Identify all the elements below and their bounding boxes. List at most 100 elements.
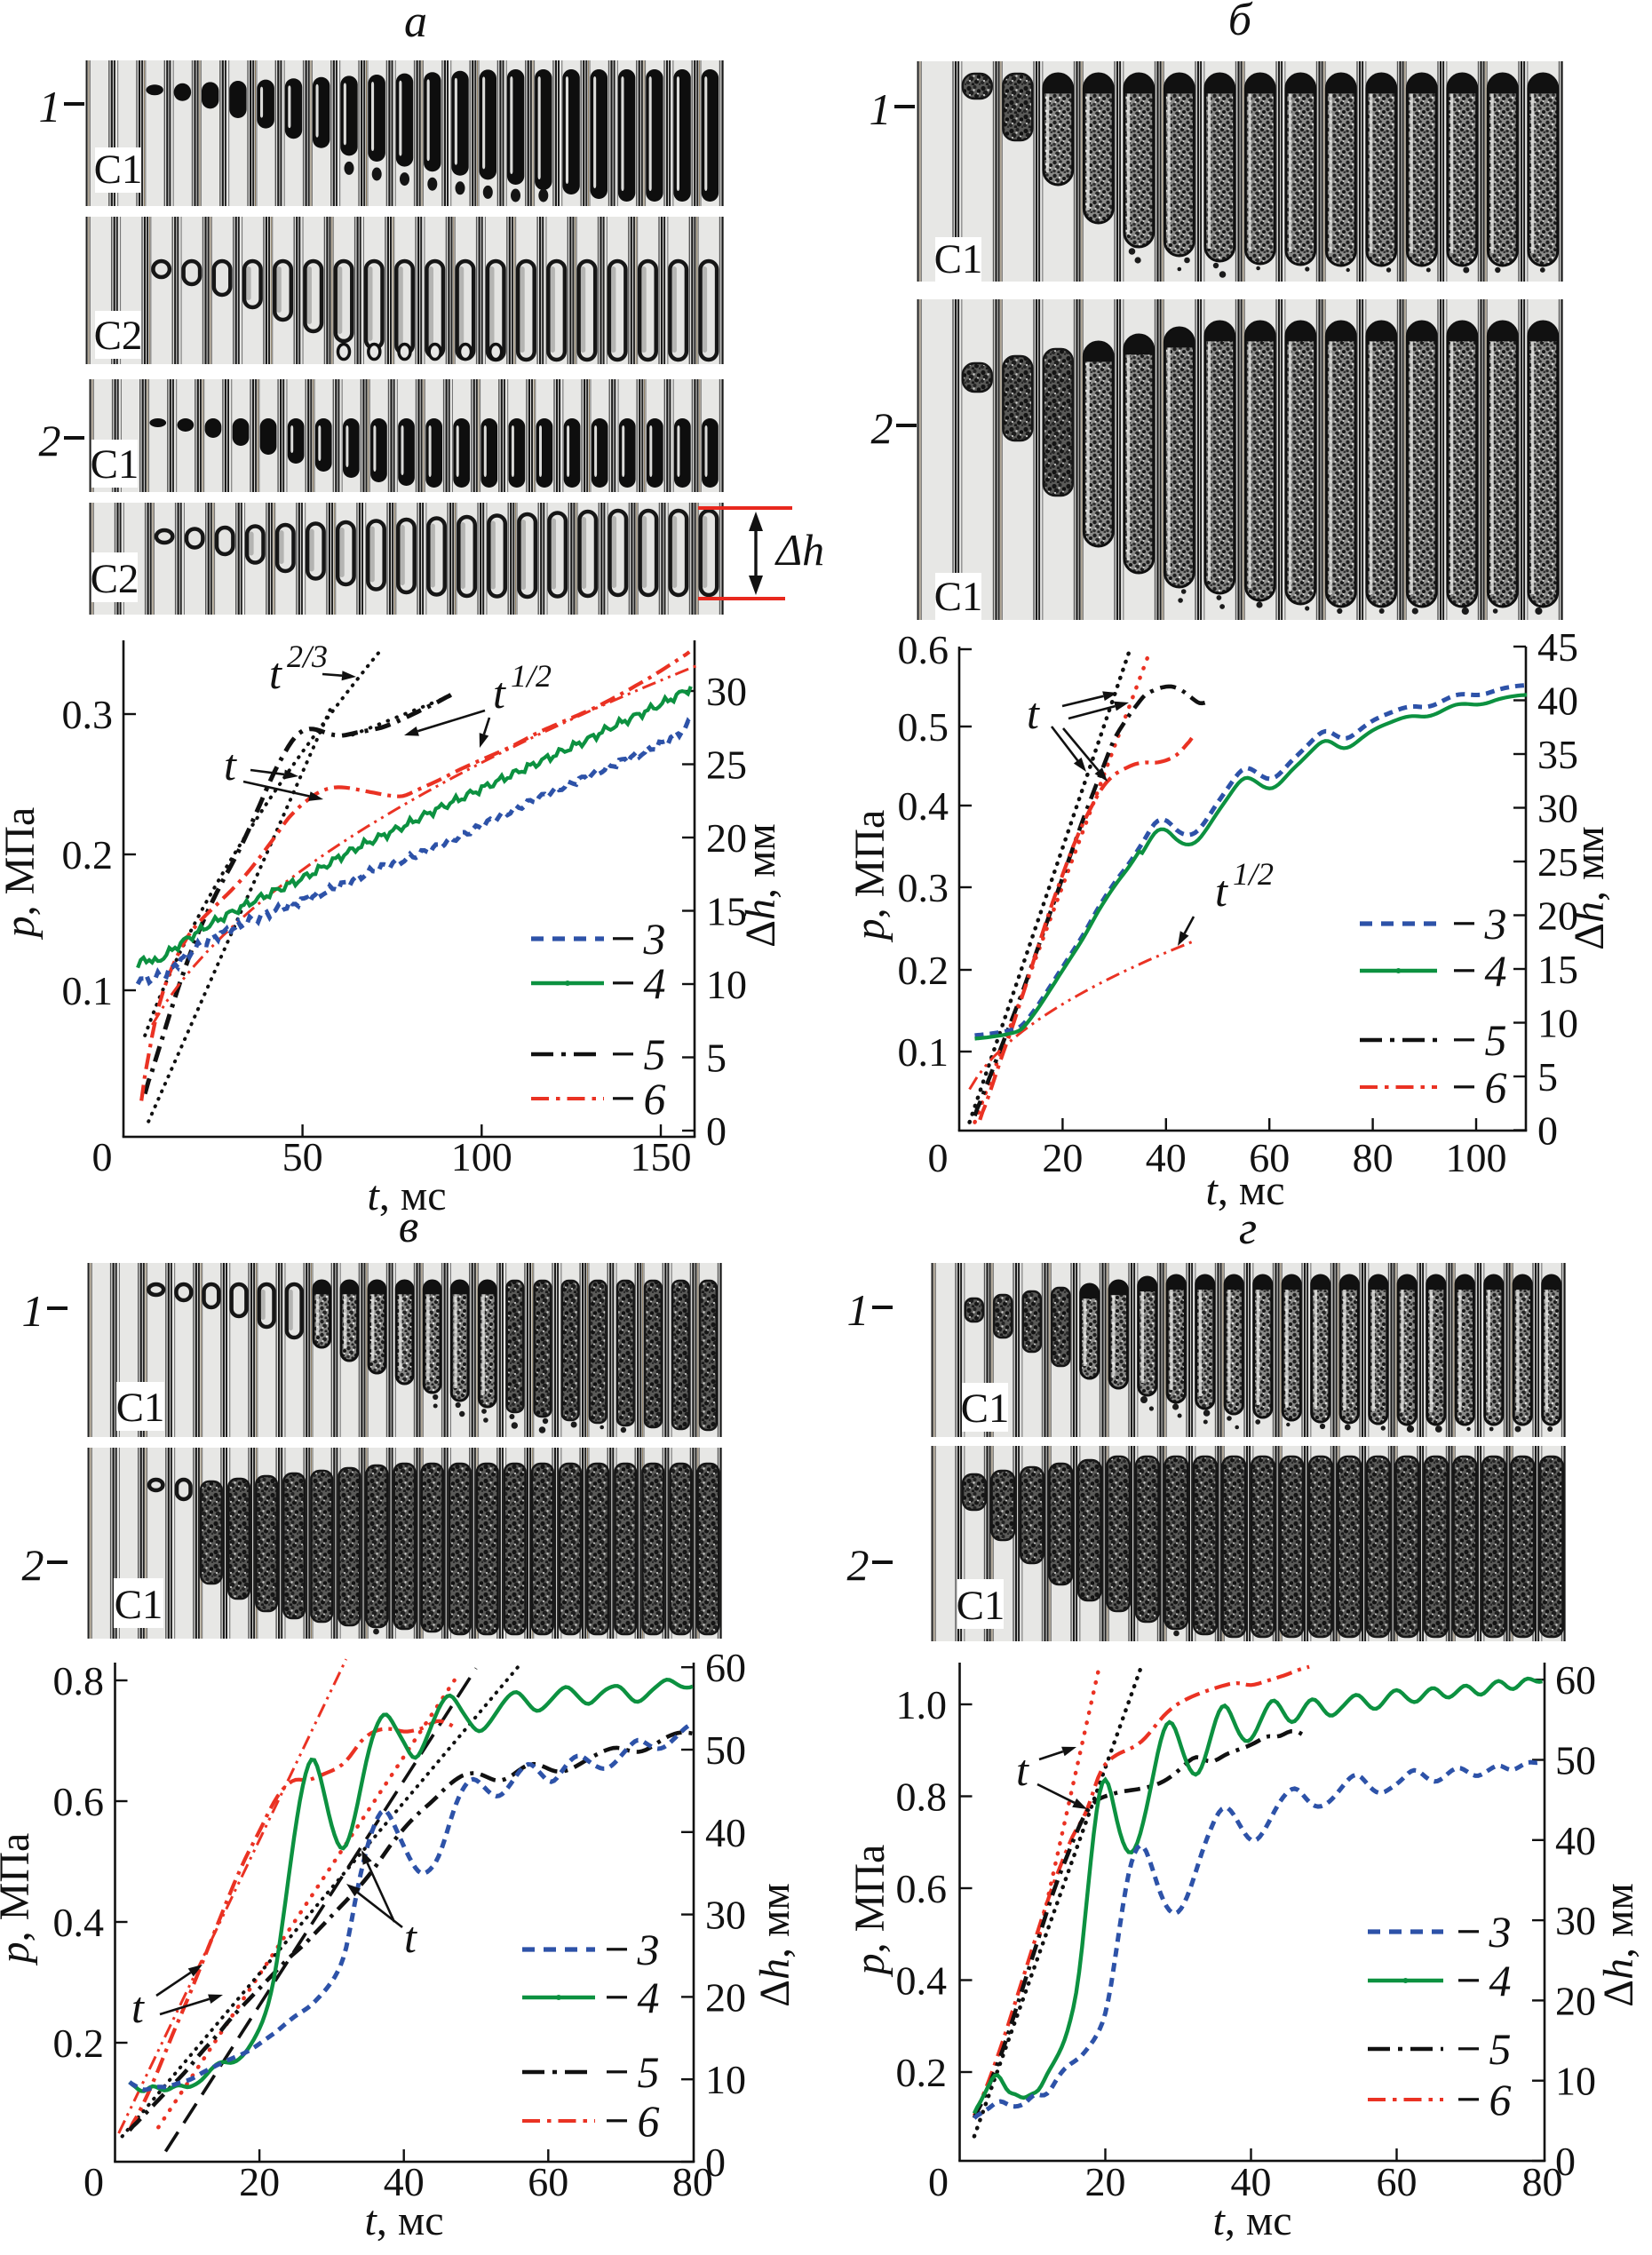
svg-text:г: г — [1239, 1203, 1257, 1254]
svg-text:0.1: 0.1 — [898, 1029, 949, 1075]
svg-text:0: 0 — [1555, 2139, 1576, 2184]
svg-text:6: 6 — [1489, 2075, 1512, 2124]
svg-text:0.8: 0.8 — [896, 1775, 948, 1820]
svg-text:t: t — [1016, 1745, 1029, 1795]
svg-text:40: 40 — [384, 2159, 425, 2204]
svg-text:t: t — [269, 648, 282, 698]
svg-text:20: 20 — [1085, 2159, 1126, 2204]
svg-text:20: 20 — [706, 815, 747, 861]
svg-text:C1: C1 — [934, 574, 983, 620]
svg-text:2: 2 — [847, 1540, 870, 1590]
svg-text:t: t — [404, 1912, 417, 1962]
svg-text:2: 2 — [22, 1540, 44, 1590]
svg-text:20: 20 — [1042, 1135, 1083, 1180]
svg-text:2: 2 — [39, 416, 61, 465]
svg-text:80: 80 — [1353, 1135, 1394, 1180]
svg-text:1/2: 1/2 — [511, 658, 552, 694]
svg-text:Δh, мм: Δh, мм — [1566, 826, 1613, 950]
svg-text:80: 80 — [672, 2159, 713, 2204]
svg-text:1: 1 — [847, 1285, 870, 1335]
svg-text:C1: C1 — [934, 236, 983, 282]
svg-text:0: 0 — [1537, 1108, 1558, 1154]
svg-text:0: 0 — [706, 1108, 727, 1154]
svg-text:35: 35 — [1537, 732, 1578, 777]
svg-text:p, МПа: p, МПа — [846, 810, 894, 943]
svg-text:15: 15 — [1537, 947, 1578, 992]
svg-text:0.8: 0.8 — [53, 1658, 105, 1703]
svg-text:p, МПа: p, МПа — [0, 1833, 38, 1966]
svg-text:C2: C2 — [94, 313, 143, 359]
svg-text:0.2: 0.2 — [62, 832, 114, 877]
svg-text:t: t — [1027, 688, 1040, 738]
svg-text:60: 60 — [1555, 1657, 1596, 1703]
svg-text:0: 0 — [83, 2159, 104, 2204]
svg-text:100: 100 — [1446, 1135, 1507, 1180]
svg-text:4: 4 — [644, 958, 666, 1008]
svg-text:Δh: Δh — [774, 525, 824, 575]
svg-text:C1: C1 — [115, 1582, 163, 1628]
svg-text:t: t — [493, 668, 506, 718]
svg-text:10: 10 — [705, 2057, 746, 2102]
svg-text:60: 60 — [1249, 1135, 1290, 1180]
svg-text:5: 5 — [638, 2047, 660, 2097]
svg-text:0.1: 0.1 — [62, 968, 114, 1013]
svg-text:0.2: 0.2 — [898, 948, 949, 993]
svg-text:0.6: 0.6 — [53, 1779, 105, 1824]
svg-text:0.3: 0.3 — [898, 865, 949, 910]
svg-text:Δh, мм: Δh, мм — [1595, 1883, 1642, 2007]
svg-text:4: 4 — [1485, 946, 1507, 996]
svg-text:4: 4 — [638, 1973, 660, 2022]
svg-text:40: 40 — [1555, 1818, 1596, 1863]
svg-text:0.3: 0.3 — [62, 692, 114, 737]
svg-text:50: 50 — [282, 1134, 323, 1179]
svg-text:3: 3 — [1484, 899, 1507, 949]
svg-text:0.6: 0.6 — [898, 627, 949, 672]
svg-text:25: 25 — [1537, 839, 1578, 885]
svg-text:t, мс: t, мс — [364, 2197, 443, 2244]
svg-text:4: 4 — [1489, 1956, 1512, 2005]
svg-text:10: 10 — [1555, 2059, 1596, 2104]
svg-text:20: 20 — [705, 1974, 746, 2020]
svg-text:20: 20 — [239, 2159, 280, 2204]
svg-text:80: 80 — [1522, 2159, 1563, 2204]
svg-text:t, мс: t, мс — [1205, 1167, 1284, 1214]
svg-text:б: б — [1228, 0, 1253, 45]
svg-text:2/3: 2/3 — [287, 639, 328, 674]
svg-text:30: 30 — [705, 1893, 746, 1938]
svg-text:t: t — [224, 740, 237, 790]
svg-text:Δh, мм: Δh, мм — [737, 823, 784, 948]
svg-text:Δh, мм: Δh, мм — [751, 1883, 798, 2007]
svg-text:C1: C1 — [91, 441, 139, 488]
svg-text:25: 25 — [706, 742, 747, 788]
svg-text:C1: C1 — [957, 1583, 1005, 1629]
svg-text:в: в — [399, 1202, 419, 1252]
svg-text:6: 6 — [638, 2096, 660, 2146]
svg-text:1.0: 1.0 — [896, 1682, 948, 1727]
svg-text:0.6: 0.6 — [896, 1866, 948, 1911]
svg-text:10: 10 — [706, 962, 747, 1007]
svg-text:3: 3 — [637, 1925, 660, 1974]
svg-text:3: 3 — [643, 914, 666, 964]
svg-text:C2: C2 — [91, 556, 139, 602]
svg-text:20: 20 — [1555, 1978, 1596, 2023]
svg-text:1/2: 1/2 — [1233, 856, 1274, 892]
svg-text:t: t — [1215, 866, 1228, 916]
svg-text:0.4: 0.4 — [896, 1958, 948, 2004]
svg-text:p, МПа: p, МПа — [0, 807, 44, 941]
svg-text:50: 50 — [1555, 1738, 1596, 1783]
svg-text:40: 40 — [1146, 1135, 1187, 1180]
svg-text:40: 40 — [1537, 679, 1578, 724]
svg-text:30: 30 — [1537, 786, 1578, 831]
svg-text:0: 0 — [705, 2140, 726, 2185]
svg-text:5: 5 — [1537, 1054, 1558, 1100]
svg-text:5: 5 — [1485, 1015, 1507, 1065]
svg-text:1: 1 — [870, 84, 892, 134]
svg-text:60: 60 — [528, 2159, 568, 2204]
svg-text:6: 6 — [644, 1074, 666, 1124]
svg-text:0: 0 — [928, 1135, 949, 1180]
svg-text:5: 5 — [644, 1029, 666, 1079]
svg-text:t: t — [131, 1982, 145, 2032]
svg-text:0.5: 0.5 — [898, 704, 949, 750]
svg-text:30: 30 — [1555, 1898, 1596, 1943]
svg-text:а: а — [404, 0, 427, 47]
